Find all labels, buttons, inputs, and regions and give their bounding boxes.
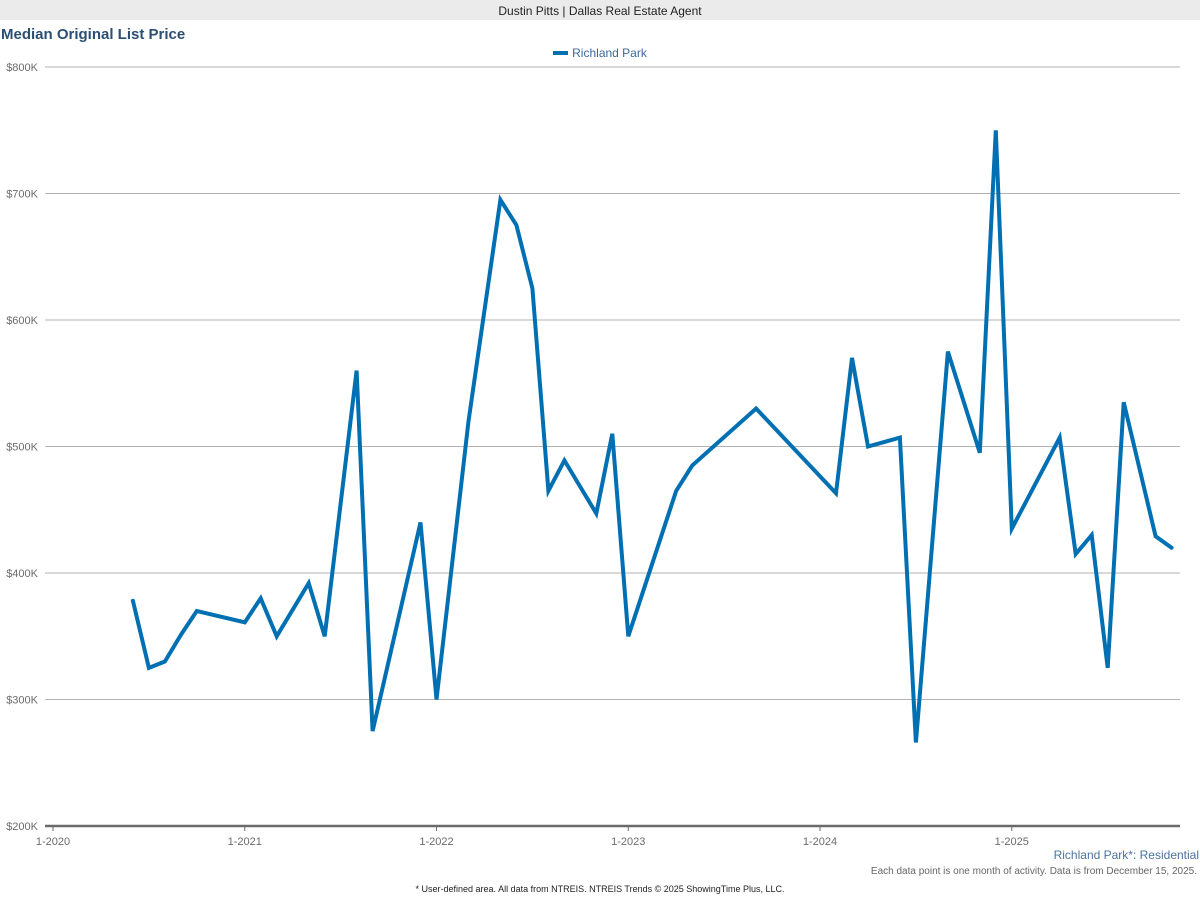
y-tick-label: $300K xyxy=(6,695,38,707)
legend-label: Richland Park xyxy=(572,46,647,60)
y-tick-label: $500K xyxy=(6,442,38,454)
y-axis-labels: $200K $300K $400K $500K $600K $700K $800K xyxy=(6,62,38,833)
area-label: Richland Park*: Residential xyxy=(1053,848,1199,862)
x-tick-label: 1-2020 xyxy=(36,836,70,848)
x-tick-label: 1-2023 xyxy=(611,836,645,848)
x-tick-label: 1-2025 xyxy=(995,836,1029,848)
agent-header-bar: Dustin Pitts | Dallas Real Estate Agent xyxy=(0,0,1200,20)
y-tick-label: $800K xyxy=(6,62,38,74)
data-note: Each data point is one month of activity… xyxy=(870,866,1197,877)
x-axis: 1-2020 1-2021 1-2022 1-2023 1-2024 1-2025 xyxy=(36,824,1180,848)
footer-disclaimer: * User-defined area. All data from NTREI… xyxy=(415,884,785,894)
x-tick-label: 1-2022 xyxy=(419,836,453,848)
agent-name: Dustin Pitts | Dallas Real Estate Agent xyxy=(498,4,702,18)
series-line-richland-park xyxy=(130,130,1174,743)
y-tick-label: $400K xyxy=(6,568,38,580)
chart-legend: Richland Park xyxy=(0,46,1200,60)
y-tick-label: $200K xyxy=(6,821,38,833)
x-tick-label: 1-2024 xyxy=(803,836,837,848)
legend-line-swatch-icon xyxy=(553,50,569,55)
x-tick-label: 1-2021 xyxy=(228,836,262,848)
chart-title: Median Original List Price xyxy=(1,26,186,43)
y-tick-label: $600K xyxy=(6,315,38,327)
y-tick-label: $700K xyxy=(6,189,38,201)
gridlines xyxy=(45,66,1180,700)
